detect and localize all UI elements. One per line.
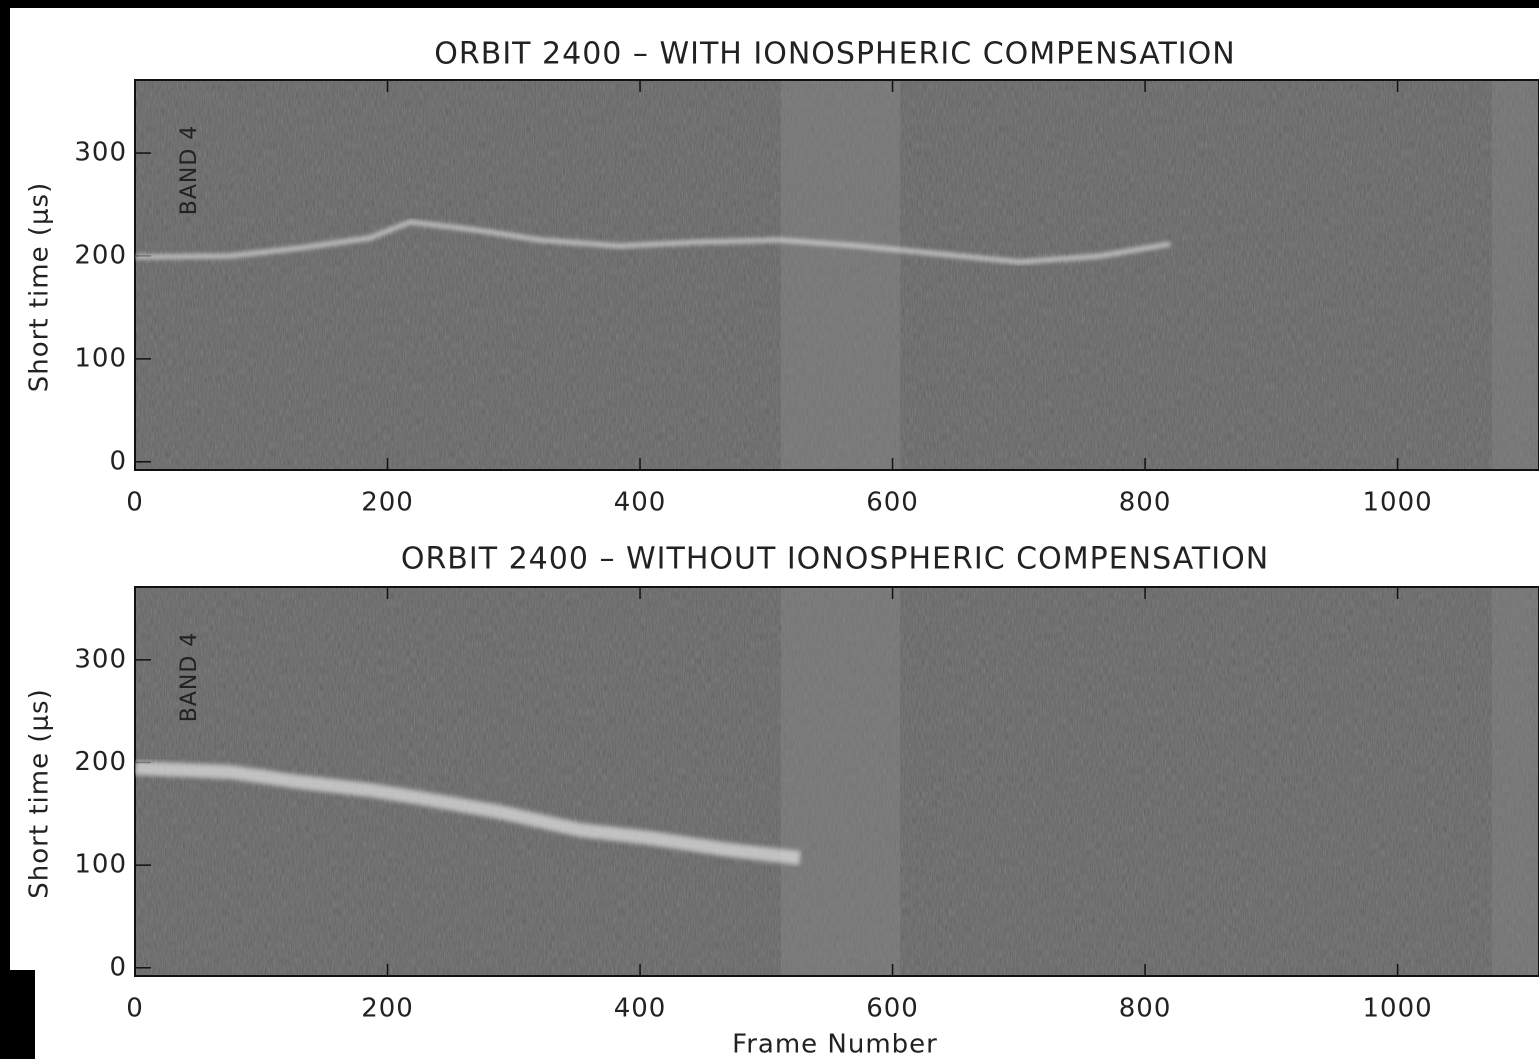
annotation: BAND 4 xyxy=(177,632,202,723)
y-tick-label: 200 xyxy=(74,240,127,270)
corner-mask xyxy=(0,970,35,1059)
x-tick-label: 800 xyxy=(1119,488,1172,518)
edge-band xyxy=(1492,80,1539,470)
x-tick-label: 600 xyxy=(866,488,919,518)
x-tick-label: 1000 xyxy=(1363,994,1433,1024)
chart-title: ORBIT 2400 – WITHOUT IONOSPHERIC COMPENS… xyxy=(401,542,1269,577)
x-tick-label: 400 xyxy=(614,994,667,1024)
x-tick-label: 400 xyxy=(614,488,667,518)
y-tick-label: 300 xyxy=(74,138,127,168)
radargram-noise xyxy=(135,587,1539,976)
gap-band xyxy=(780,587,901,976)
x-tick-label: 1000 xyxy=(1363,488,1433,518)
x-tick-label: 0 xyxy=(126,994,144,1024)
x-tick-label: 0 xyxy=(126,488,144,518)
panel xyxy=(135,587,1539,976)
annotation: BAND 4 xyxy=(177,125,202,216)
echo-trace xyxy=(135,219,1171,265)
y-tick-label: 0 xyxy=(109,446,127,476)
radargram-noise xyxy=(135,80,1539,470)
gap-band xyxy=(780,80,901,470)
y-tick-label: 300 xyxy=(74,644,127,674)
x-tick-label: 200 xyxy=(361,488,414,518)
x-tick-label: 600 xyxy=(866,994,919,1024)
x-axis-label: Frame Number xyxy=(732,1030,938,1059)
plot-frame xyxy=(134,79,1539,471)
echo-trace xyxy=(135,761,801,865)
y-tick-label: 100 xyxy=(74,850,127,880)
plot-frame xyxy=(134,586,1539,977)
edge-band xyxy=(1492,587,1539,976)
chart-title: ORBIT 2400 – WITH IONOSPHERIC COMPENSATI… xyxy=(434,37,1235,72)
y-tick-label: 0 xyxy=(109,952,127,982)
y-tick-label: 100 xyxy=(74,343,127,373)
x-tick-label: 200 xyxy=(361,994,414,1024)
y-tick-label: 200 xyxy=(74,747,127,777)
y-axis-label: Short time (μs) xyxy=(25,688,55,898)
y-axis-label: Short time (μs) xyxy=(25,182,55,392)
panel xyxy=(135,80,1539,470)
x-tick-label: 800 xyxy=(1119,994,1172,1024)
